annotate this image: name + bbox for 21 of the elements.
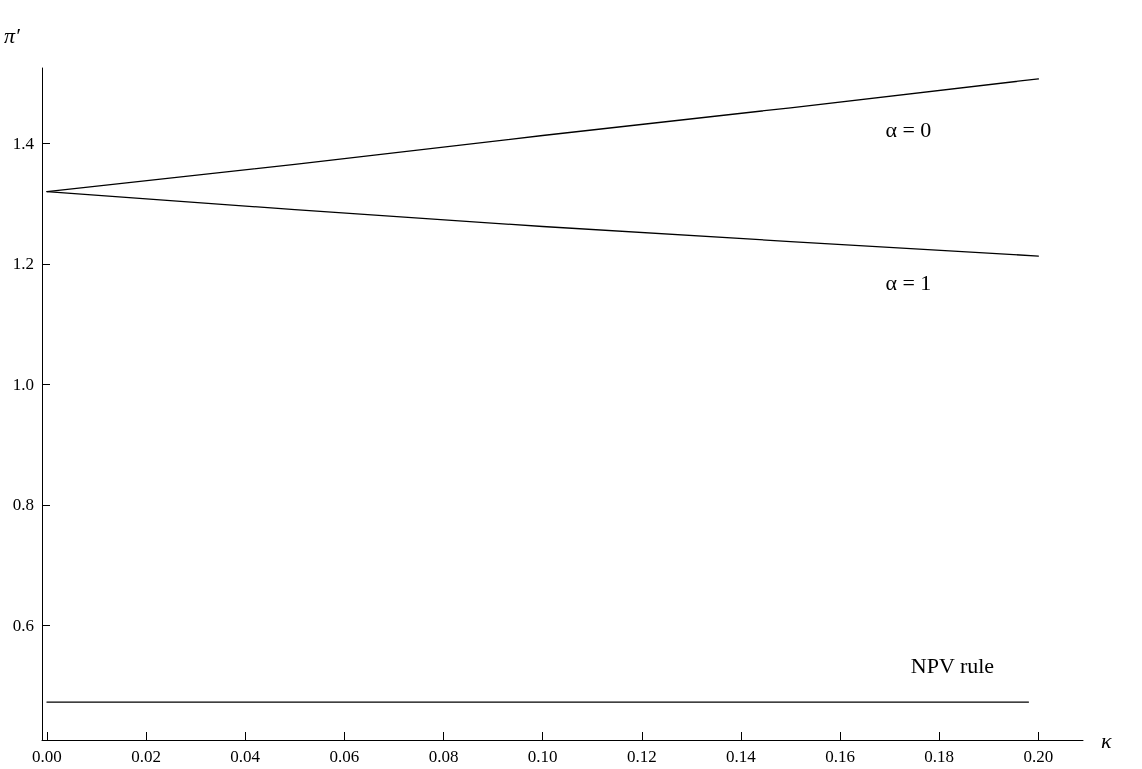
x-tick-label: 0.18 bbox=[924, 747, 955, 766]
x-tick-label: 0.14 bbox=[726, 747, 757, 766]
x-tick-label: 0.02 bbox=[131, 747, 161, 766]
y-tick-label: 0.8 bbox=[12, 495, 34, 515]
x-tick-label: 0.08 bbox=[428, 747, 459, 766]
x-tick-label: 0.04 bbox=[230, 747, 261, 766]
y-tick-label: 1.2 bbox=[12, 254, 34, 274]
x-tick-label: 0.00 bbox=[32, 747, 62, 766]
x-tick-label: 0.10 bbox=[527, 747, 558, 766]
x-tick-label: 0.12 bbox=[626, 747, 657, 766]
series-label: α = 1 bbox=[885, 269, 932, 295]
x-tick-label: 0.16 bbox=[825, 747, 855, 766]
y-tick-label: 0.6 bbox=[12, 615, 34, 635]
series-label: NPV rule bbox=[910, 652, 995, 678]
x-tick-label: 0.06 bbox=[329, 747, 360, 766]
y-axis-title: π′ bbox=[4, 22, 22, 48]
x-tick-label: 0.20 bbox=[1023, 747, 1054, 766]
y-tick-label: 1.4 bbox=[12, 133, 35, 153]
y-tick-label: 1.0 bbox=[12, 374, 34, 394]
x-axis-title: κ bbox=[1101, 727, 1112, 753]
series-label: α = 0 bbox=[885, 117, 932, 143]
